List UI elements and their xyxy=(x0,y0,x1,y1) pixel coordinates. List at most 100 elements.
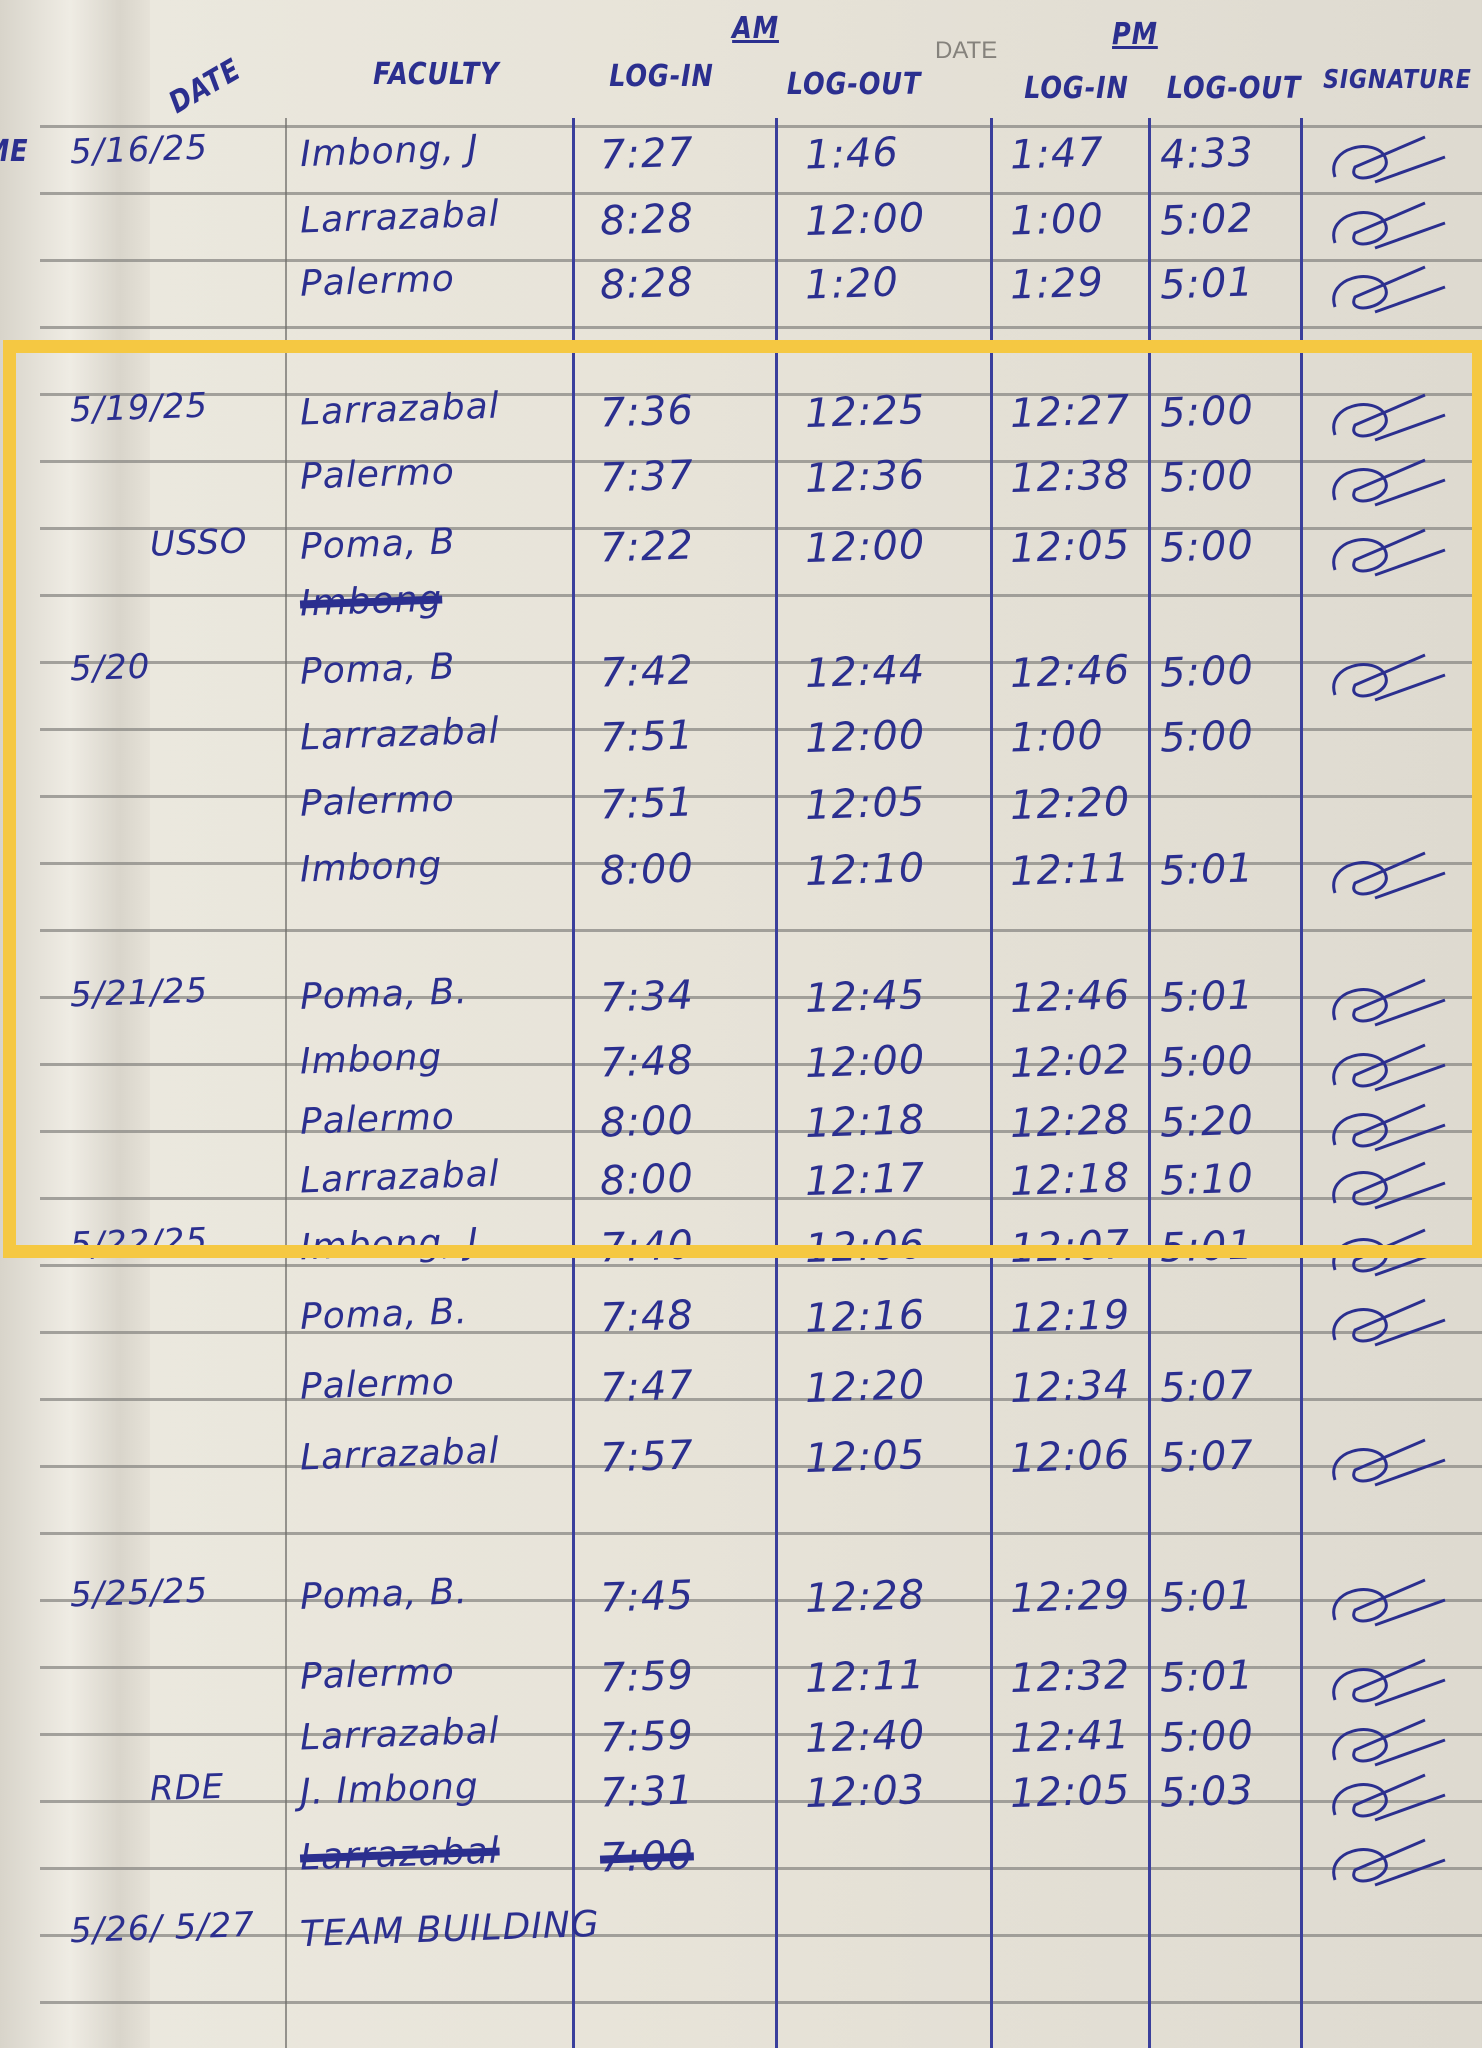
cell-date: 5/25/25 xyxy=(69,1570,209,1616)
cell-pm-in: 12:46 xyxy=(1009,971,1132,1023)
cell-am-out: 12:36 xyxy=(804,451,927,503)
signature-scribble xyxy=(1332,201,1446,250)
signature-scribble xyxy=(1332,1658,1446,1707)
cell-am-out: 12:45 xyxy=(804,971,927,1023)
cell-pm-in: 1:00 xyxy=(1009,195,1105,245)
cell-faculty: Poma, B. xyxy=(299,1571,469,1618)
ruled-line xyxy=(40,1867,1482,1870)
ruled-line xyxy=(40,125,1482,128)
column-divider xyxy=(285,118,287,2048)
ruled-line xyxy=(40,929,1482,932)
column-divider xyxy=(572,118,575,2048)
cell-am-out: 12:06 xyxy=(804,1221,927,1273)
cell-am-in: 8:00 xyxy=(599,845,695,895)
signature-scribble xyxy=(1332,265,1446,314)
ruled-line xyxy=(40,1532,1482,1535)
cell-am-in: 7:27 xyxy=(599,129,695,179)
ruled-line xyxy=(40,1599,1482,1602)
cell-pm-out: 5:03 xyxy=(1159,1767,1255,1817)
cell-faculty: TEAM BUILDING xyxy=(299,1903,601,1956)
cell-am-out: 1:20 xyxy=(804,259,900,309)
cell-am-in: 7:51 xyxy=(599,712,695,762)
cell-pm-out: 5:01 xyxy=(1159,1572,1255,1622)
ruled-line xyxy=(40,1666,1482,1669)
column-divider xyxy=(1148,118,1151,2048)
cell-am-out: 12:00 xyxy=(804,194,927,246)
cell-date: 5/21/25 xyxy=(69,970,209,1016)
cell-faculty: Palermo xyxy=(299,778,456,825)
cell-faculty: Poma, B. xyxy=(299,1291,469,1338)
cell-faculty: Palermo xyxy=(299,451,456,498)
ruled-line xyxy=(40,1264,1482,1267)
ruled-line xyxy=(40,1733,1482,1736)
cell-am-out: 12:25 xyxy=(804,386,927,438)
cell-faculty: Imbong, J xyxy=(299,127,480,176)
signature-scribble xyxy=(1332,1228,1446,1277)
cell-faculty: Larrazabal xyxy=(299,1710,501,1759)
cell-pm-out: 5:01 xyxy=(1159,1652,1255,1702)
column-divider xyxy=(775,118,778,2048)
signature-scribble xyxy=(1332,528,1446,577)
cell-pm-in: 12:29 xyxy=(1009,1571,1132,1623)
ruled-line xyxy=(40,795,1482,798)
signature-scribble xyxy=(1332,653,1446,702)
cell-am-out: 12:05 xyxy=(804,778,927,830)
cell-faculty: Poma, B. xyxy=(299,971,469,1018)
signature-scribble xyxy=(1332,135,1446,184)
signature-scribble xyxy=(1332,1103,1446,1152)
cell-faculty: Palermo xyxy=(299,258,456,305)
header-pm-login: LOG-IN xyxy=(1024,71,1129,106)
cell-am-out: 12:16 xyxy=(804,1291,927,1343)
cell-date: 5/19/25 xyxy=(69,385,209,431)
cell-pm-out: 5:00 xyxy=(1159,712,1255,762)
cell-am-in: 7:00 xyxy=(599,1832,695,1882)
cell-am-in: 7:40 xyxy=(599,1222,695,1272)
signature-scribble xyxy=(1332,1438,1446,1487)
header-signature: SIGNATURE xyxy=(1323,65,1472,95)
cell-faculty: Larrazabal xyxy=(299,1830,501,1879)
cell-faculty: Larrazabal xyxy=(299,193,501,242)
cell-faculty: Palermo xyxy=(299,1651,456,1698)
cell-faculty: Imbong xyxy=(299,1036,443,1083)
cell-am-out: 12:00 xyxy=(804,1036,927,1088)
cell-pm-out: 5:07 xyxy=(1159,1432,1255,1482)
cell-pm-in: 12:02 xyxy=(1009,1036,1132,1088)
cell-pm-out: 5:00 xyxy=(1159,522,1255,572)
cell-pm-in: 12:11 xyxy=(1009,844,1132,896)
cell-am-in: 7:31 xyxy=(599,1767,695,1817)
ruled-line xyxy=(40,1800,1482,1803)
cell-faculty: Larrazabal xyxy=(299,1430,501,1479)
cell-am-in: 7:59 xyxy=(599,1712,695,1762)
header-pm-logout: LOG-OUT xyxy=(1166,71,1302,106)
cell-pm-out: 5:07 xyxy=(1159,1362,1255,1412)
cell-am-out: 12:44 xyxy=(804,646,927,698)
cell-pm-in: 12:41 xyxy=(1009,1711,1132,1763)
ruled-line xyxy=(40,326,1482,329)
cell-pm-in: 1:29 xyxy=(1009,259,1105,309)
cell-pm-in: 12:34 xyxy=(1009,1361,1132,1413)
signature-scribble xyxy=(1332,978,1446,1027)
cell-am-in: 7:48 xyxy=(599,1292,695,1342)
ruled-line xyxy=(40,1934,1482,1937)
cell-faculty: Imbong xyxy=(299,844,443,891)
cell-am-in: 7:59 xyxy=(599,1652,695,1702)
cell-am-in: 8:00 xyxy=(599,1155,695,1205)
cell-pm-in: 12:05 xyxy=(1009,1766,1132,1818)
cell-date: 5/20 xyxy=(69,646,152,690)
cell-pm-in: 12:46 xyxy=(1009,646,1132,698)
cell-am-out: 12:11 xyxy=(804,1651,927,1703)
page-fold xyxy=(0,0,150,2048)
cell-date: 5/16/25 xyxy=(69,127,209,173)
cell-am-in: 7:22 xyxy=(599,522,695,572)
signature-scribble xyxy=(1332,851,1446,900)
ruled-line xyxy=(40,1130,1482,1133)
cell-faculty: J. Imbong xyxy=(299,1765,480,1814)
cell-date: 5/26/ 5/27 xyxy=(69,1904,256,1952)
cell-am-out: 12:18 xyxy=(804,1096,927,1148)
ruled-line xyxy=(40,527,1482,530)
highlight-box xyxy=(3,340,1482,1258)
ruled-line xyxy=(40,862,1482,865)
cell-pm-out: 5:02 xyxy=(1159,195,1255,245)
cell-pm-in: 12:06 xyxy=(1009,1431,1132,1483)
cell-pm-out: 5:01 xyxy=(1159,259,1255,309)
